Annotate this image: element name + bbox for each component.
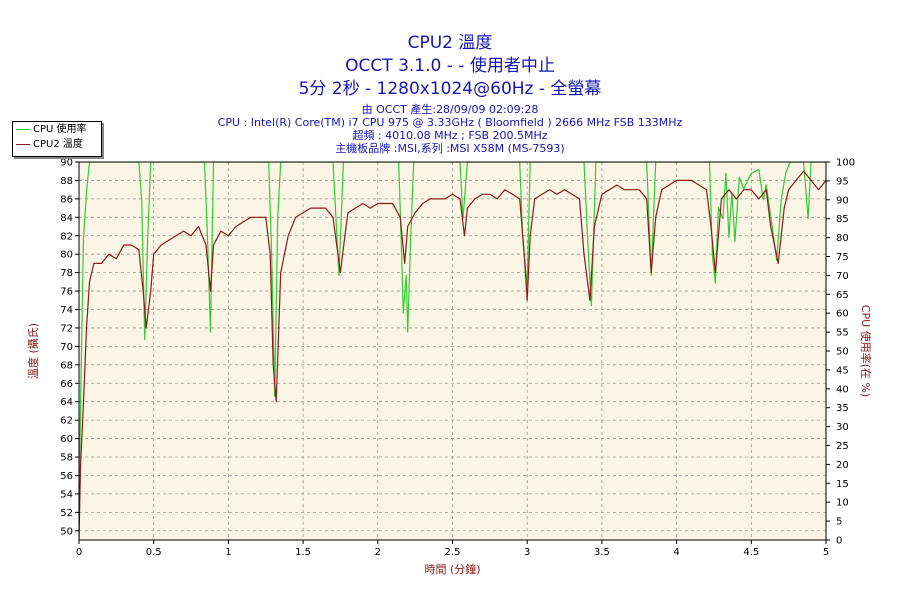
series-group <box>79 162 826 540</box>
x-tick-label: 4.5 <box>743 547 759 558</box>
y-left-tick-label: 62 <box>60 416 73 427</box>
y-right-tick-label: 65 <box>836 290 849 301</box>
y-left-tick-label: 70 <box>60 342 73 353</box>
x-tick-label: 0 <box>76 547 82 558</box>
legend-item-cpu2-temp: CPU2 溫度 <box>13 137 101 152</box>
y-left-tick-label: 68 <box>60 360 73 371</box>
x-tick-label: 5 <box>823 547 829 558</box>
y-left-tick-label: 54 <box>60 489 73 500</box>
x-tick-label: 2 <box>375 547 381 558</box>
chart-subtitle: OCCT 3.1.0 - - 使用者中止 <box>345 56 555 76</box>
y-axis-left-label: 溫度 (攝氏) <box>26 323 40 379</box>
legend-swatch-red <box>16 144 30 145</box>
y-right-tick-label: 5 <box>836 517 842 528</box>
y-left-tick-label: 82 <box>60 231 73 242</box>
info-motherboard: 主機板品牌 :MSI,系列 :MSI X58M (MS-7593) <box>335 142 565 155</box>
x-tick-label: 3.5 <box>594 547 610 558</box>
y-left-tick-label: 74 <box>60 305 73 316</box>
y-right-tick-label: 100 <box>836 158 855 169</box>
y-left-tick-label: 56 <box>60 471 73 482</box>
y-left-tick-label: 84 <box>60 213 73 224</box>
y-right-tick-label: 50 <box>836 347 849 358</box>
y-right-tick-label: 55 <box>836 328 849 339</box>
x-tick-label: 4 <box>673 547 679 558</box>
y-right-tick-label: 45 <box>836 365 849 376</box>
x-tick-label: 0.5 <box>146 547 162 558</box>
y-left-tick-label: 66 <box>60 379 73 390</box>
legend-label: CPU2 溫度 <box>33 139 83 150</box>
legend-swatch-green <box>16 129 30 130</box>
y-left-tick-label: 78 <box>60 268 73 279</box>
y-right-tick-label: 70 <box>836 271 849 282</box>
x-tick-label: 3 <box>524 547 530 558</box>
x-axis-label: 時間 (分鐘) <box>424 562 480 576</box>
y-right-tick-label: 10 <box>836 498 849 509</box>
y-right-tick-label: 0 <box>836 536 842 547</box>
y-left-tick-label: 90 <box>60 158 73 169</box>
y-right-tick-label: 20 <box>836 460 849 471</box>
chart-title: CPU2 溫度 <box>407 33 493 53</box>
chart-subtitle-2: 5分 2秒 - 1280x1024@60Hz - 全螢幕 <box>298 79 602 99</box>
info-generated: 由 OCCT 產生:28/09/09 02:09:28 <box>361 103 539 116</box>
x-tick-label: 2.5 <box>445 547 461 558</box>
x-tick-label: 1.5 <box>295 547 311 558</box>
series-line-cpu2-temp <box>79 170 826 540</box>
y-right-tick-label: 35 <box>836 403 849 414</box>
y-left-tick-label: 88 <box>60 176 73 187</box>
y-right-tick-label: 95 <box>836 176 849 187</box>
y-right-tick-label: 85 <box>836 214 849 225</box>
y-right-tick-label: 30 <box>836 422 849 433</box>
info-overclock: 超頻 : 4010.08 MHz ; FSB 200.5MHz <box>352 129 548 142</box>
y-left-tick-label: 58 <box>60 453 73 464</box>
legend-label: CPU 使用率 <box>33 124 87 135</box>
y-left-tick-label: 50 <box>60 526 73 537</box>
y-right-tick-label: 80 <box>836 233 849 244</box>
y-left-tick-label: 76 <box>60 287 73 298</box>
series-line-cpu-usage <box>79 162 826 503</box>
y-right-tick-label: 60 <box>836 309 849 320</box>
y-left-tick-label: 64 <box>60 397 73 408</box>
x-tick-label: 1 <box>225 547 231 558</box>
y-right-tick-label: 40 <box>836 384 849 395</box>
y-left-tick-label: 72 <box>60 323 73 334</box>
info-cpu: CPU : Intel(R) Core(TM) i7 CPU 975 @ 3.3… <box>217 116 683 129</box>
legend: CPU 使用率 CPU2 溫度 <box>12 121 102 157</box>
legend-item-cpu-usage: CPU 使用率 <box>13 122 101 137</box>
y-left-tick-label: 80 <box>60 250 73 261</box>
y-left-tick-label: 52 <box>60 508 73 519</box>
y-left-tick-label: 60 <box>60 434 73 445</box>
y-left-tick-label: 86 <box>60 194 73 205</box>
y-right-tick-label: 15 <box>836 479 849 490</box>
y-axis-right-label: CPU 使用率(在 %) <box>859 305 873 397</box>
tick-labels: 5052545658606264666870727476788082848688… <box>60 158 855 559</box>
y-right-tick-label: 90 <box>836 195 849 206</box>
y-right-tick-label: 25 <box>836 441 849 452</box>
y-right-tick-label: 75 <box>836 252 849 263</box>
